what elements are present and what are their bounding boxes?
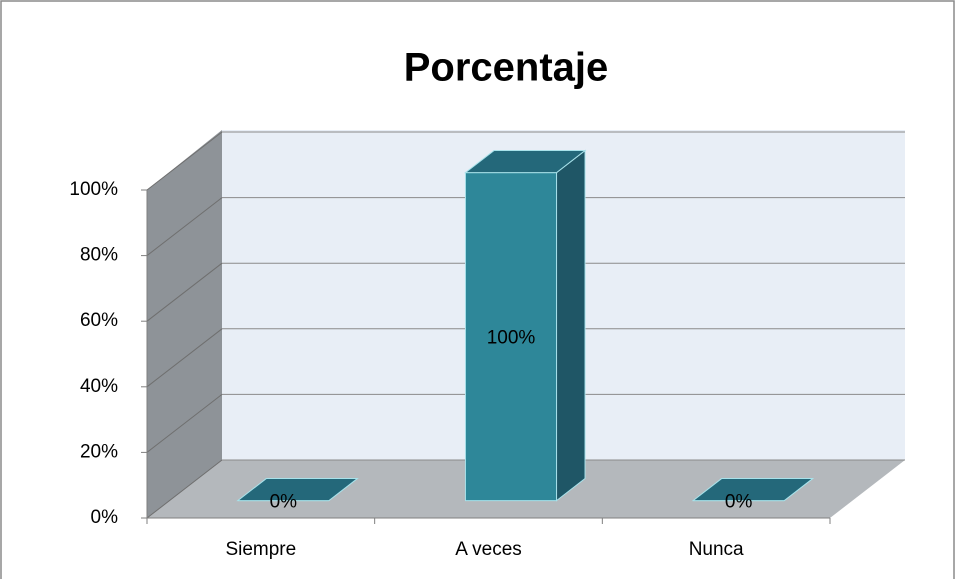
- grid-line: [146, 131, 223, 191]
- grid-line: [146, 459, 223, 519]
- x-tick-label: A veces: [455, 539, 522, 560]
- grid-line: [146, 328, 223, 388]
- side-wall: [147, 130, 222, 518]
- y-tick-label: 40%: [80, 376, 118, 397]
- data-label: 100%: [487, 328, 536, 349]
- data-label: 0%: [270, 492, 298, 513]
- x-tick-label: Siempre: [225, 539, 296, 560]
- y-tick-label: 80%: [80, 245, 118, 266]
- bar-top: [464, 150, 587, 174]
- y-tick-label: 20%: [80, 441, 118, 462]
- y-tick-label: 0%: [91, 507, 119, 528]
- bar-top: [236, 478, 359, 502]
- grid-line: [146, 394, 223, 453]
- bar-top: [691, 478, 815, 502]
- grid-line: [146, 197, 223, 256]
- bar-side: [556, 149, 586, 502]
- y-tick-label: 60%: [80, 310, 118, 331]
- chart-title: Porcentaje: [404, 46, 609, 90]
- x-tick-label: Nunca: [689, 539, 744, 560]
- y-tick-label: 100%: [69, 179, 118, 200]
- data-label: 0%: [725, 492, 753, 513]
- grid-line: [146, 262, 223, 322]
